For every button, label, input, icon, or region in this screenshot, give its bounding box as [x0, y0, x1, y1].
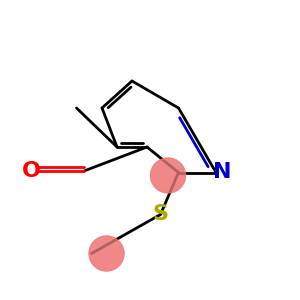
Circle shape — [151, 158, 185, 193]
Text: S: S — [152, 205, 169, 224]
Circle shape — [89, 236, 124, 271]
Text: O: O — [22, 161, 41, 181]
Circle shape — [89, 236, 124, 271]
Text: N: N — [213, 163, 232, 182]
Circle shape — [151, 158, 185, 193]
